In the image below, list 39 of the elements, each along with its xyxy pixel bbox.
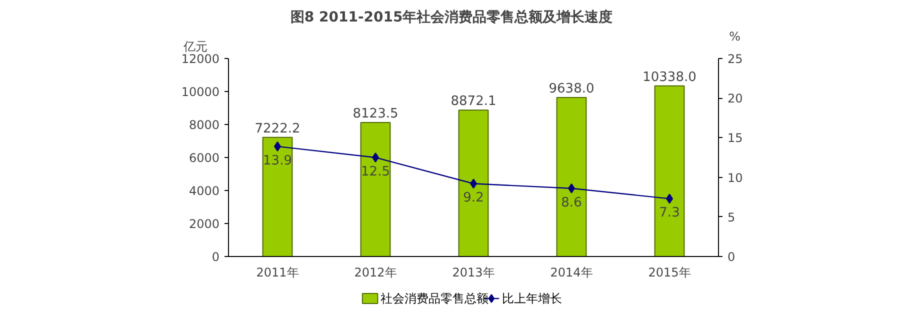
y-tick-label: 0 (212, 250, 220, 264)
data-label: 10338.0 (642, 70, 696, 85)
data-label: 9.2 (463, 190, 484, 206)
y-tick-label: 12000 (181, 52, 220, 66)
y2-tick-label: 5 (728, 210, 736, 224)
y2-tick-label: 0 (728, 250, 736, 264)
legend-label: 社会消费品零售总额 (380, 292, 488, 306)
data-label: 13.9 (263, 153, 292, 168)
bar (458, 110, 489, 256)
y-tick-label: 2000 (188, 217, 220, 231)
bar (654, 85, 685, 256)
x-tick-label: 2015年 (648, 266, 691, 280)
data-label: 7222.2 (254, 121, 300, 136)
y-tick-label: 10000 (181, 85, 220, 99)
chart-title: 图8 2011-2015年社会消费品零售总额及增长速度 (290, 8, 613, 26)
x-tick-label: 2012年 (354, 266, 397, 280)
legend-label: 比上年增长 (502, 292, 562, 306)
y-axis-title: 亿元 (182, 40, 208, 54)
y-tick-label: 6000 (188, 151, 220, 165)
x-tick-label: 2011年 (256, 266, 299, 280)
data-label: 12.5 (361, 164, 390, 180)
y-tick-label: 8000 (188, 118, 220, 132)
y2-axis-title: % (729, 30, 741, 44)
x-tick-label: 2014年 (550, 266, 593, 280)
y2-tick-label: 20 (728, 92, 743, 106)
data-label: 8123.5 (352, 106, 398, 122)
bar (360, 122, 391, 256)
y2-tick-label: 10 (728, 170, 743, 185)
y2-tick-label: 25 (728, 52, 743, 66)
point (372, 152, 379, 162)
bar (262, 136, 293, 256)
data-label: 8.6 (561, 195, 582, 210)
bar (556, 96, 587, 256)
x-tick-label: 2013年 (452, 266, 495, 280)
y-tick-label: 4000 (188, 184, 220, 198)
data-label: 9638.0 (548, 81, 594, 96)
data-label: 8872.1 (450, 94, 496, 110)
y2-tick-label: 15 (728, 131, 743, 146)
data-label: 7.3 (659, 206, 680, 221)
